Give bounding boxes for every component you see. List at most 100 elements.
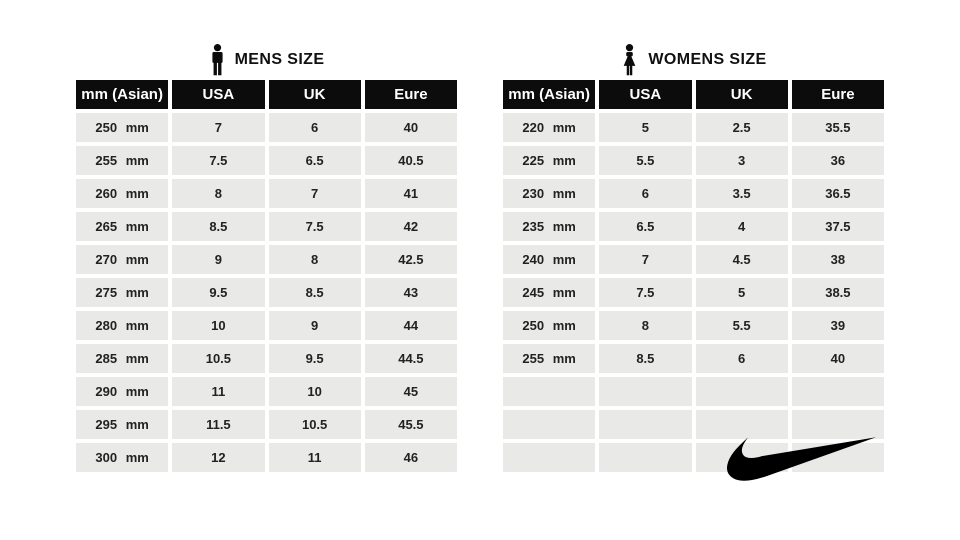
table-cell: 9	[172, 245, 265, 274]
nike-swoosh-logo	[727, 430, 877, 488]
table-cell: 10	[268, 377, 361, 406]
table-cell	[599, 443, 692, 472]
table-cell: 235 mm	[503, 212, 596, 241]
table-cell: 45	[364, 377, 457, 406]
table-cell: 38	[791, 245, 884, 274]
table-cell: 7.5	[172, 146, 265, 175]
table-cell: 240 mm	[503, 245, 596, 274]
table-cell: 300 mm	[76, 443, 169, 472]
table-cell: 6	[695, 344, 788, 373]
table-cell: 6	[268, 113, 361, 142]
table-cell: 255 mm	[503, 344, 596, 373]
table-cell: 6.5	[268, 146, 361, 175]
table-cell: 10	[172, 311, 265, 340]
header-cell: Eure	[364, 80, 457, 109]
table-cell: 8	[599, 311, 692, 340]
table-row: 250 mm 8 5.5 39	[503, 311, 884, 340]
header-row: mm (Asian) USA UK Eure	[503, 80, 884, 109]
table-cell: 39	[791, 311, 884, 340]
table-cell: 285 mm	[76, 344, 169, 373]
man-icon	[209, 44, 226, 76]
table-cell	[599, 377, 692, 406]
table-cell: 40	[364, 113, 457, 142]
table-cell: 250 mm	[76, 113, 169, 142]
table-cell: 37.5	[791, 212, 884, 241]
table-cell: 6	[599, 179, 692, 208]
table-cell: 9.5	[172, 278, 265, 307]
table-cell: 6.5	[599, 212, 692, 241]
table-cell: 41	[364, 179, 457, 208]
table-cell: 225 mm	[503, 146, 596, 175]
table-cell: 40	[791, 344, 884, 373]
table-cell: 11.5	[172, 410, 265, 439]
table-row: 275 mm 9.5 8.5 43	[76, 278, 457, 307]
table-cell: 7	[172, 113, 265, 142]
table-cell: 10.5	[172, 344, 265, 373]
table-cell: 42	[364, 212, 457, 241]
table-cell	[791, 377, 884, 406]
womens-size-table: mm (Asian) USA UK Eure 220 mm 5 2.5 35.5 225 mm 5…	[503, 80, 884, 481]
table-cell: 38.5	[791, 278, 884, 307]
table-cell: 7	[599, 245, 692, 274]
table-row: 235 mm 6.5 4 37.5	[503, 212, 884, 241]
table-cell: 275 mm	[76, 278, 169, 307]
table-row: 230 mm 6 3.5 36.5	[503, 179, 884, 208]
empty-row	[503, 410, 884, 439]
table-cell: 9	[268, 311, 361, 340]
table-row: 265 mm 8.5 7.5 42	[76, 212, 457, 241]
table-cell: 8.5	[268, 278, 361, 307]
table-cell: 3.5	[695, 179, 788, 208]
table-cell: 8.5	[172, 212, 265, 241]
table-cell: 7.5	[599, 278, 692, 307]
womens-panel-title: WOMENS SIZE	[648, 51, 767, 68]
table-cell: 40.5	[364, 146, 457, 175]
table-cell: 4.5	[695, 245, 788, 274]
table-cell: 8.5	[599, 344, 692, 373]
womens-size-panel: WOMENS SIZE mm (Asian) USA UK Eure 220 mm 5 2.…	[503, 40, 884, 481]
table-cell: 245 mm	[503, 278, 596, 307]
table-row: 295 mm 11.5 10.5 45.5	[76, 410, 457, 439]
table-row: 225 mm 5.5 3 36	[503, 146, 884, 175]
table-row: 270 mm 9 8 42.5	[76, 245, 457, 274]
empty-row	[503, 377, 884, 406]
table-cell	[599, 410, 692, 439]
table-cell: 44	[364, 311, 457, 340]
table-cell: 11	[268, 443, 361, 472]
table-cell: 8	[268, 245, 361, 274]
table-cell: 7	[268, 179, 361, 208]
table-row: 290 mm 11 10 45	[76, 377, 457, 406]
table-row: 300 mm 12 11 46	[76, 443, 457, 472]
header-cell: mm (Asian)	[76, 80, 169, 109]
table-cell	[695, 410, 788, 439]
table-cell: 2.5	[695, 113, 788, 142]
table-row: 280 mm 10 9 44	[76, 311, 457, 340]
table-cell: 3	[695, 146, 788, 175]
table-cell: 12	[172, 443, 265, 472]
table-cell	[503, 443, 596, 472]
table-cell: 270 mm	[76, 245, 169, 274]
header-row: mm (Asian) USA UK Eure	[76, 80, 457, 109]
table-row: 260 mm 8 7 41	[76, 179, 457, 208]
table-row: 255 mm 8.5 6 40	[503, 344, 884, 373]
table-cell: 230 mm	[503, 179, 596, 208]
table-cell	[791, 410, 884, 439]
table-cell: 4	[695, 212, 788, 241]
table-cell: 220 mm	[503, 113, 596, 142]
table-cell: 10.5	[268, 410, 361, 439]
table-cell: 5.5	[599, 146, 692, 175]
table-cell: 44.5	[364, 344, 457, 373]
header-cell: mm (Asian)	[503, 80, 596, 109]
table-row: 245 mm 7.5 5 38.5	[503, 278, 884, 307]
table-row: 220 mm 5 2.5 35.5	[503, 113, 884, 142]
table-cell: 36	[791, 146, 884, 175]
table-cell: 9.5	[268, 344, 361, 373]
table-cell: 11	[172, 377, 265, 406]
table-cell: 36.5	[791, 179, 884, 208]
mens-size-panel: MENS SIZE mm (Asian) USA UK Eure 250 mm 7 6 40 2…	[76, 40, 457, 476]
table-cell	[503, 410, 596, 439]
table-row: 240 mm 7 4.5 38	[503, 245, 884, 274]
table-cell: 250 mm	[503, 311, 596, 340]
table-cell: 260 mm	[76, 179, 169, 208]
table-cell: 295 mm	[76, 410, 169, 439]
